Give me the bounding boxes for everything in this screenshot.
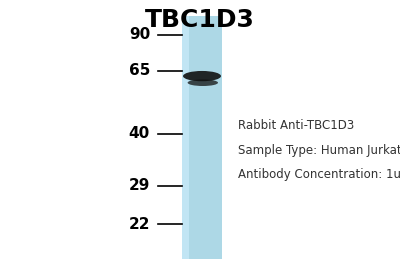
Text: TBC1D3: TBC1D3 <box>145 8 255 32</box>
Text: 29: 29 <box>129 178 150 193</box>
Text: 40: 40 <box>129 126 150 141</box>
Text: Sample Type: Human Jurkat: Sample Type: Human Jurkat <box>238 144 400 157</box>
Text: Rabbit Anti-TBC1D3: Rabbit Anti-TBC1D3 <box>238 119 354 132</box>
Text: Antibody Concentration: 1ug/mL: Antibody Concentration: 1ug/mL <box>238 168 400 181</box>
Text: 65: 65 <box>129 63 150 78</box>
Text: 90: 90 <box>129 27 150 42</box>
Ellipse shape <box>183 71 221 81</box>
FancyBboxPatch shape <box>182 16 189 259</box>
FancyBboxPatch shape <box>182 16 222 259</box>
Text: 22: 22 <box>128 217 150 232</box>
Ellipse shape <box>188 79 218 86</box>
